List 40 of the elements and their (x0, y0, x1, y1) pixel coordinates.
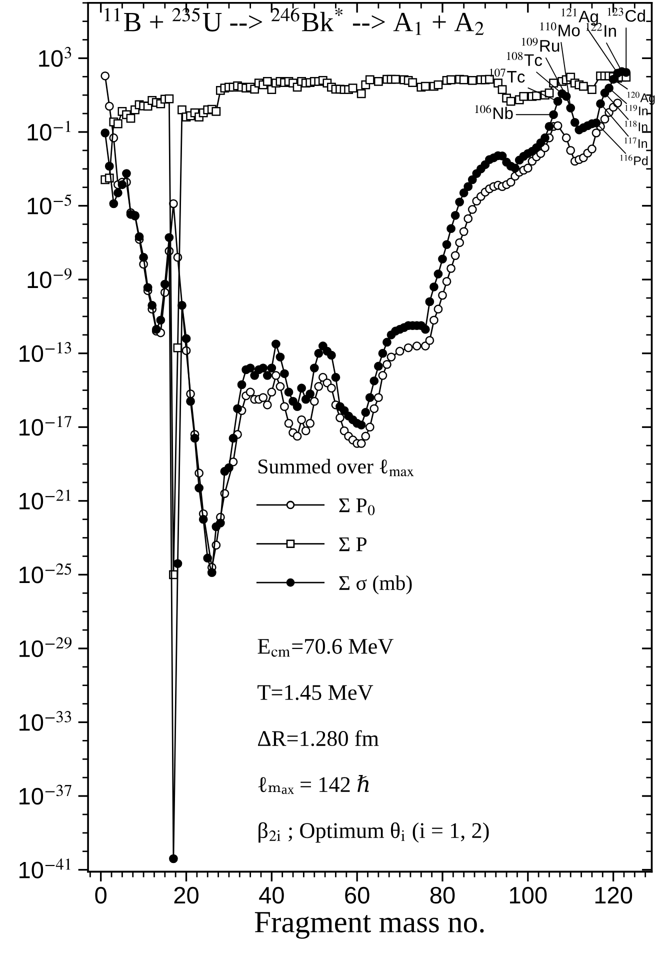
annotation: $^{123}$Cd (608, 8, 645, 22)
x-tick-label: 60 (345, 886, 370, 904)
y-tick-label: 10$^{−1}$ (28, 120, 70, 141)
annotation: $^{110}$Mo (540, 22, 580, 36)
y-tick-label: 10$^{3}$ (39, 46, 72, 67)
y-tick-label: 10$^{−17}$ (20, 416, 72, 436)
x-tick-label: 80 (430, 886, 455, 904)
x-tick-label: 120 (595, 886, 632, 904)
annotation: $^{119}$In (625, 104, 648, 116)
x-tick-label: 100 (510, 886, 547, 904)
legend-title: Summed over ℓ$_{max}$ (258, 458, 414, 476)
y-tick-label: 10$^{−21}$ (20, 490, 70, 510)
annotation: T=1.45 MeV (258, 685, 374, 700)
y-tick-label: 10$^{−9}$ (28, 268, 72, 288)
annotation: $^{116}$Pd (620, 154, 648, 166)
y-tick-label: 10$^{−33}$ (20, 710, 72, 731)
annotation: $^{109}$Ru (522, 38, 560, 52)
legend-label: Σ P (339, 537, 366, 552)
annotation: $^{118}$In (624, 120, 648, 132)
x-tick-label: 20 (174, 886, 198, 904)
x-tick-label: 0 (95, 886, 106, 904)
chart-title: $^{11}$B + $^{235}$U --> $^{246}$Bk$^{*}$ --> A$_{1}$ + A$_{2}$ (104, 8, 484, 35)
annotation: $^{108}$Tc (507, 52, 542, 66)
y-tick-label: 10$^{−29}$ (20, 637, 72, 658)
legend-label: Σ P$_{0}$ (339, 498, 375, 516)
annotation: ΔR=1.280 fm (258, 730, 379, 746)
x-axis-title: Fragment mass no. (254, 912, 484, 939)
legend-label: Σ σ (mb) (339, 575, 412, 594)
annotation: E$_{cm}$=70.6 MeV (258, 638, 394, 657)
annotation: $^{117}$In (624, 137, 647, 148)
annotation: ℓₘₐₓ = 142 ℏ (258, 774, 369, 794)
y-tick-label: 10$^{−5}$ (28, 194, 72, 214)
annotation: β$_{2i}$ ; Optimum θ$_{i}$ (i = 1, 2) (258, 822, 489, 843)
annotation: $^{106}$Nb (475, 104, 513, 120)
y-tick-label: 10$^{−13}$ (20, 342, 72, 362)
annotation: $^{107}$Tc (490, 68, 525, 83)
y-tick-label: 10$^{−25}$ (20, 563, 72, 584)
x-tick-label: 40 (259, 886, 284, 904)
y-tick-label: 10$^{−37}$ (20, 784, 72, 805)
y-tick-label: 10$^{−41}$ (20, 858, 70, 878)
